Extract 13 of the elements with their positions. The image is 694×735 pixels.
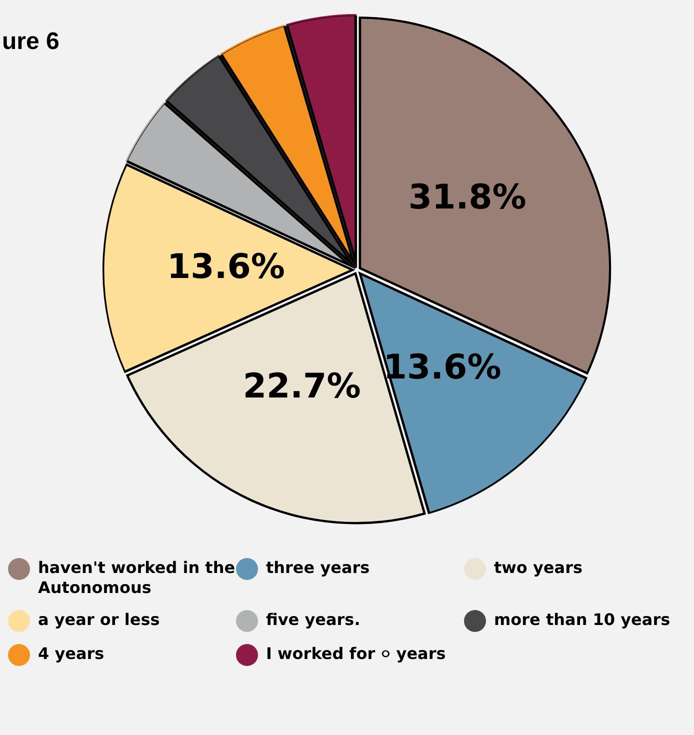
legend-label: two years <box>494 558 582 578</box>
data-label: 13.6% <box>383 347 502 388</box>
legend-label: I worked for ০ years <box>266 644 446 664</box>
legend-label: haven't worked in the Autonomous <box>38 558 236 598</box>
data-label: 31.8% <box>408 177 526 218</box>
legend-label: a year or less <box>38 610 160 630</box>
text: ure 6 <box>2 28 60 56</box>
data-label: 13.6% <box>167 246 285 287</box>
legend-label: five years. <box>266 610 360 630</box>
data-label: 22.7% <box>242 366 361 407</box>
legend-label: three years <box>266 558 370 578</box>
legend-label: more than 10 years <box>494 610 670 630</box>
legend-label: 4 years <box>38 644 104 664</box>
